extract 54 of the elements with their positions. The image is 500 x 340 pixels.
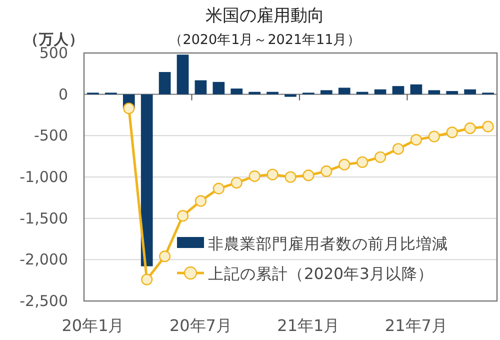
- bar: [338, 88, 350, 94]
- y-axis-title: （万人）: [24, 31, 84, 48]
- x-tick-label: 20年7月: [169, 316, 232, 335]
- point: [392, 143, 404, 155]
- point: [212, 182, 224, 194]
- bar: [374, 89, 386, 94]
- bar: [230, 88, 243, 94]
- bar: [392, 86, 404, 94]
- bar: [446, 91, 458, 94]
- point: [482, 120, 494, 132]
- bar: [140, 94, 153, 266]
- point: [446, 126, 458, 138]
- point: [464, 122, 476, 134]
- chart-subtitle: （2020年1月～2021年11月）: [168, 32, 362, 48]
- chart-title: 米国の雇用動向: [206, 6, 324, 26]
- legend-label: 上記の累計（2020年3月以降）: [208, 265, 434, 283]
- bar: [176, 54, 189, 94]
- bar: [320, 90, 332, 94]
- y-tick-label: -1,500: [20, 209, 68, 228]
- point: [374, 151, 386, 163]
- bar: [158, 72, 171, 94]
- point: [320, 165, 332, 178]
- point: [230, 176, 242, 189]
- point: [428, 130, 440, 142]
- point: [266, 168, 278, 180]
- y-tick-label: -1,000: [20, 168, 68, 186]
- y-tick-label: -2,000: [20, 250, 68, 269]
- point: [338, 158, 350, 170]
- bar: [212, 82, 225, 94]
- x-tick-label: 21年1月: [277, 316, 340, 335]
- point: [410, 134, 422, 146]
- point: [356, 156, 368, 168]
- bar: [428, 90, 440, 94]
- point: [302, 170, 314, 182]
- bar: [194, 80, 207, 94]
- y-tick-label: 0: [58, 85, 68, 104]
- point: [284, 171, 296, 183]
- bar: [266, 92, 278, 94]
- y-tick-label: -2,500: [20, 292, 68, 310]
- legend-label: 非農業部門雇用者数の前月比増減: [208, 235, 448, 253]
- y-tick-label: -500: [34, 126, 68, 145]
- point: [123, 102, 135, 114]
- point: [159, 250, 171, 262]
- bar: [410, 84, 422, 94]
- bar: [356, 92, 368, 94]
- point: [141, 274, 153, 286]
- point: [176, 210, 189, 222]
- x-tick-label: 21年7月: [384, 316, 448, 335]
- point: [194, 195, 207, 207]
- x-tick-label: 20年1月: [62, 316, 124, 335]
- bar: [464, 89, 476, 94]
- bar: [284, 94, 296, 97]
- point: [248, 170, 260, 182]
- bar: [248, 92, 261, 94]
